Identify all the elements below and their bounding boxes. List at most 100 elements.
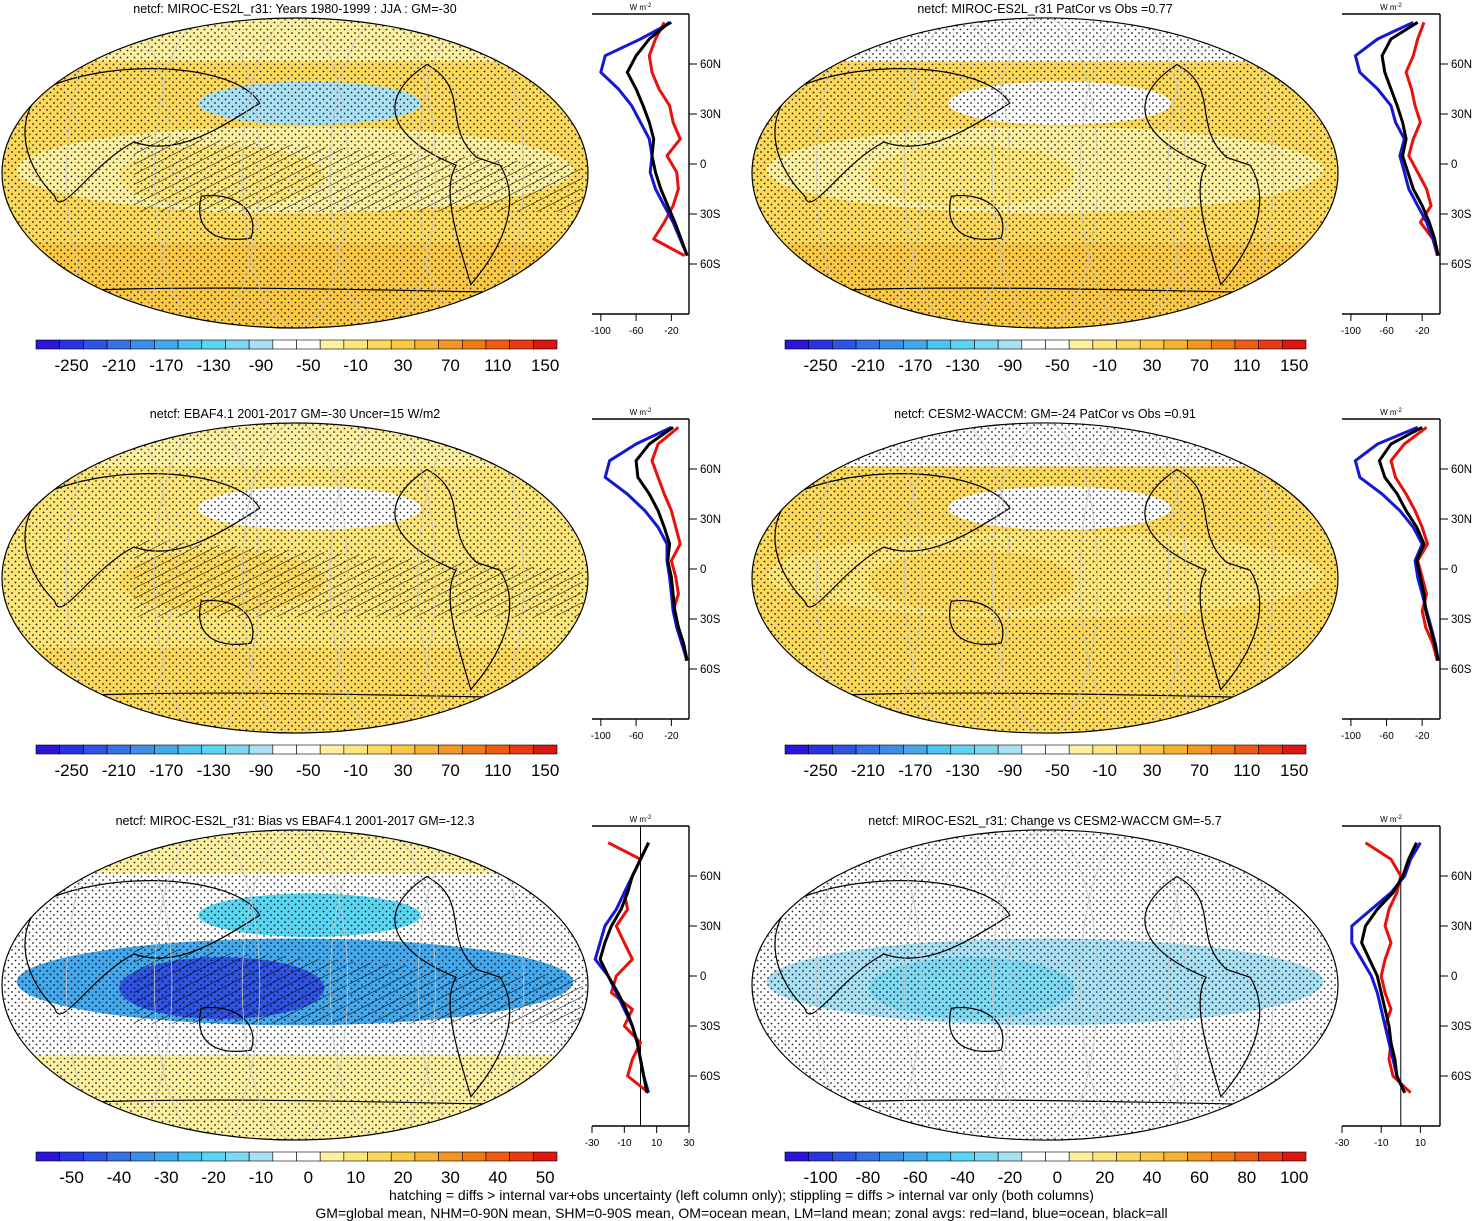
colorbar-bin (974, 744, 999, 755)
colorbar-label: 10 (346, 1168, 365, 1187)
colorbar-label: 150 (1280, 356, 1308, 375)
colorbar-label: -40 (950, 1168, 975, 1187)
profile-x-label: 30 (683, 1138, 695, 1149)
panel-2: netcf: MIROC-ES2L_r31 PatCor vs Obs =0.7… (751, 2, 1472, 375)
colorbar-bin (1021, 744, 1046, 755)
panel-1: netcf: MIROC-ES2L_r31: Years 1980-1999 :… (1, 2, 721, 375)
profile-x-label: -20 (1415, 731, 1430, 742)
land-outline-1 (1144, 63, 1261, 286)
colorbar-bin (926, 339, 952, 350)
colorbar-label: 80 (1237, 1168, 1256, 1187)
profile-y-label: 60S (1451, 664, 1472, 676)
profile-y-label: 60N (700, 59, 721, 71)
profile-series-all (598, 842, 650, 1093)
colorbar-bin (106, 339, 132, 350)
land-outline-2 (24, 880, 261, 1015)
map-border (751, 829, 1339, 1141)
colorbar-bin (177, 1151, 203, 1162)
land-outline-2 (24, 473, 261, 608)
colorbar-bin (1116, 339, 1141, 350)
colorbar-bin (461, 744, 487, 755)
colorbar-bin (533, 1151, 558, 1162)
colorbar-label: 150 (531, 761, 559, 780)
profile-y-label: 0 (700, 564, 706, 576)
colorbar-label: 40 (1143, 1168, 1162, 1187)
profile-y-label: 60N (1451, 59, 1472, 71)
colorbar-bin (130, 744, 155, 755)
colorbar-bin (1282, 1151, 1307, 1162)
profile-series-ocean (599, 20, 689, 257)
graticule-meridian (329, 423, 437, 733)
profile-x-label: 10 (1415, 1138, 1427, 1149)
colorbar-label: -30 (154, 1168, 179, 1187)
colorbar-label: 30 (394, 356, 413, 375)
colorbar-bin (154, 1151, 179, 1162)
graticule-meridian (153, 830, 261, 1140)
colorbar-bin (974, 1151, 999, 1162)
colorbar-label: 30 (441, 1168, 460, 1187)
profile-x-label: -10 (1374, 1138, 1389, 1149)
panel-title: netcf: MIROC-ES2L_r31: Years 1980-1999 :… (133, 2, 456, 16)
colorbar-bin (83, 339, 108, 350)
colorbar-bin (509, 339, 534, 350)
graticule-meridian (417, 830, 524, 1140)
profile-series-land (607, 841, 650, 1094)
colorbar-label: -250 (55, 761, 89, 780)
colorbar-bin (1021, 1151, 1046, 1162)
panel-4: netcf: CESM2-WACCM: GM=-24 PatCor vs Obs… (751, 407, 1472, 780)
colorbar-bin (1234, 339, 1259, 350)
colorbar-bin (1282, 744, 1307, 755)
graticule-meridian (241, 830, 349, 1140)
colorbar-label: 110 (1233, 356, 1260, 375)
colorbar-bin (808, 744, 833, 755)
land-outline-3 (199, 599, 254, 645)
colorbar-bin (533, 339, 558, 350)
land-outline-3 (199, 1006, 254, 1052)
land-outline-1 (1144, 468, 1261, 691)
colorbar-bin (1139, 339, 1165, 350)
colorbar-bin (879, 339, 904, 350)
colorbar-label: 60 (1190, 1168, 1209, 1187)
graticule-meridian (417, 423, 524, 733)
profile-y-label: 30N (1451, 921, 1472, 933)
profile-unit-exponent: -2 (646, 815, 652, 821)
colorbar-bin (367, 1151, 392, 1162)
colorbar-bin (201, 744, 226, 755)
colorbar-bin (59, 744, 84, 755)
profile-series-land (1404, 21, 1439, 257)
profile-y-label: 30N (700, 514, 721, 526)
profile-y-label: 60N (1451, 464, 1472, 476)
graticule-meridian (153, 423, 261, 733)
colorbar-bin (485, 1151, 510, 1162)
profile-y-label: 0 (1451, 971, 1457, 983)
profile-y-label: 30N (700, 921, 721, 933)
colorbar-label: 20 (394, 1168, 413, 1187)
profile-y-label: 60S (1451, 1071, 1472, 1083)
colorbar-bin (784, 1151, 809, 1162)
colorbar-bin (997, 339, 1023, 350)
colorbar-bin (1068, 339, 1094, 350)
colorbar-bin (485, 744, 510, 755)
colorbar-bin (1021, 339, 1046, 350)
colorbar-label: -60 (903, 1168, 928, 1187)
graticule-meridian (66, 18, 173, 328)
colorbar-label: -50 (1045, 356, 1070, 375)
colorbar-label: -210 (851, 356, 885, 375)
colorbar-label: 30 (1143, 356, 1162, 375)
colorbar-bin (343, 1151, 368, 1162)
colorbar-bin (1163, 1151, 1188, 1162)
profile-y-label: 60N (700, 871, 721, 883)
land-outline-2 (774, 68, 1011, 203)
colorbar-bin (343, 339, 368, 350)
colorbar-label: 70 (1190, 356, 1209, 375)
colorbar-bin (272, 744, 297, 755)
colorbar-label: -10 (1092, 356, 1117, 375)
colorbar-label: 0 (1053, 1168, 1062, 1187)
colorbar-bin (1116, 1151, 1141, 1162)
colorbar-label: -10 (249, 1168, 274, 1187)
panel-title: netcf: EBAF4.1 2001-2017 GM=-30 Uncer=15… (150, 407, 440, 421)
colorbar-bin (201, 1151, 226, 1162)
colorbar-bin (1092, 339, 1117, 350)
graticule-meridian (66, 423, 173, 733)
map-field (752, 829, 1338, 1141)
